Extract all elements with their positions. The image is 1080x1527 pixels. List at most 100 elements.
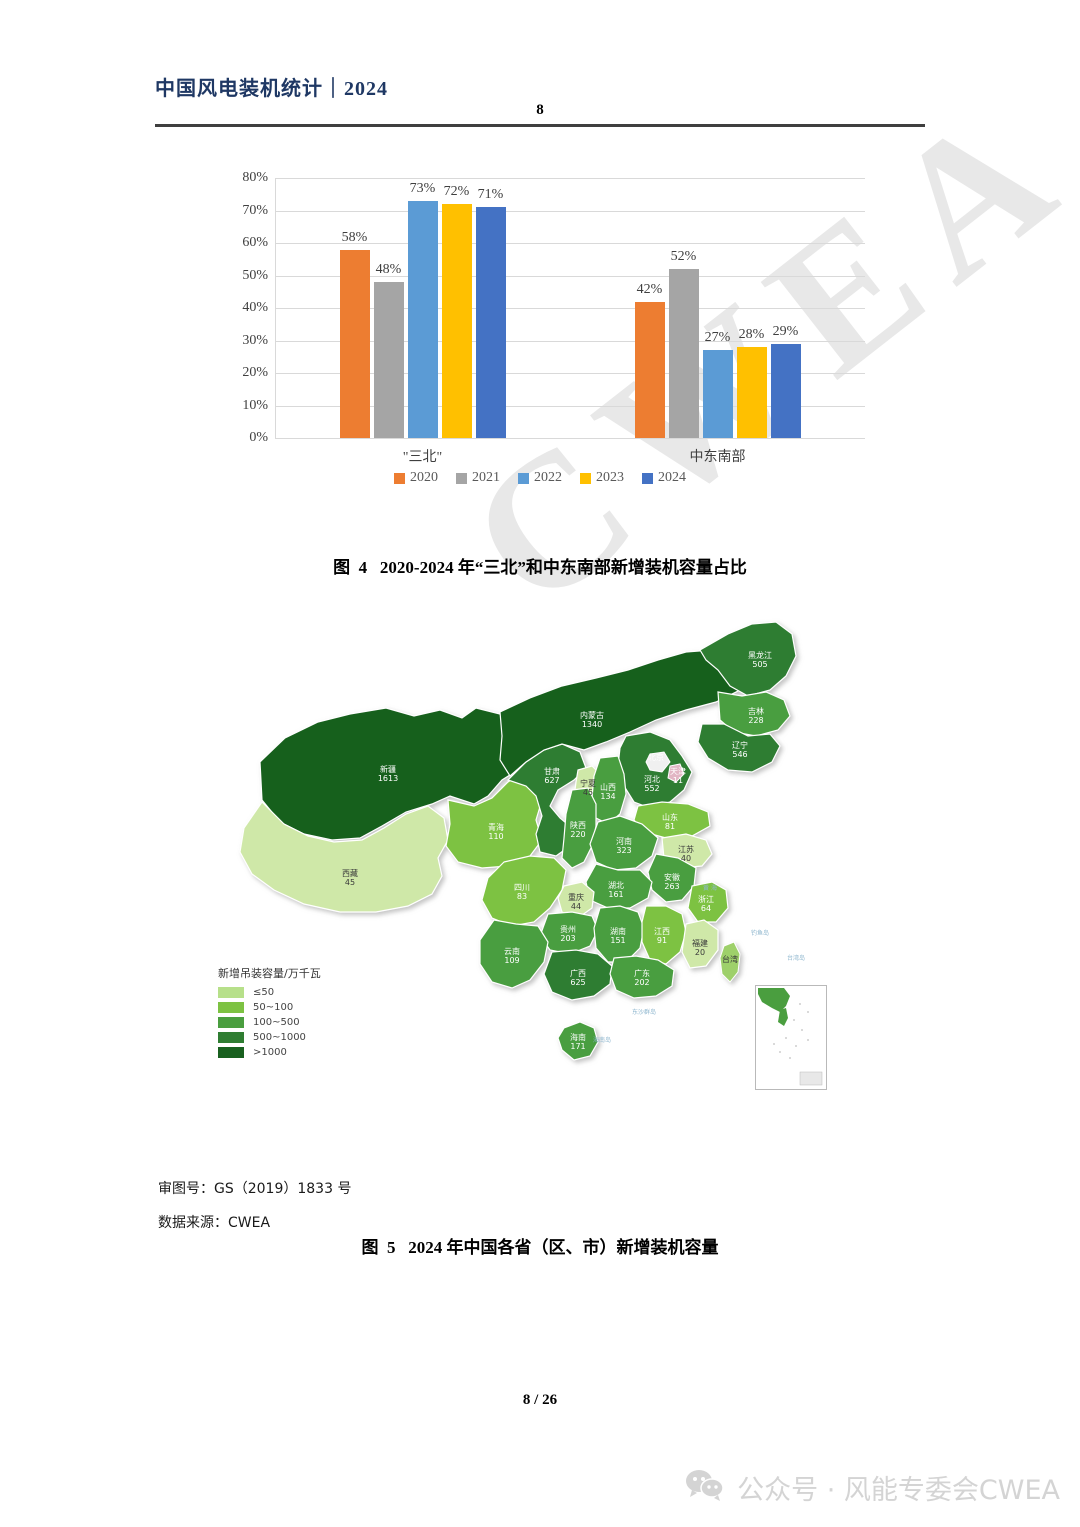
province-value-label: 40 (681, 854, 691, 863)
province-name-label: 湖北 (608, 881, 624, 890)
province-value-label: 202 (634, 978, 649, 987)
chart-bar-value: 27% (704, 330, 731, 346)
province-heilongjiang (699, 621, 797, 697)
header-rule (155, 124, 925, 127)
province-chongqing (557, 881, 595, 919)
figure4-label: 图 (333, 558, 351, 577)
province-yunnan (479, 919, 549, 989)
gridline (275, 243, 865, 244)
chart-legend-item[interactable]: 2023 (580, 470, 624, 486)
chart-bar-value: 42% (636, 281, 663, 297)
province-name-label: 江西 (654, 927, 670, 936)
chart-legend-label: 2023 (596, 470, 624, 485)
chart-bar[interactable]: 72% (441, 184, 472, 438)
wechat-label: 公众号 · 风能专委会CWEA (737, 1475, 1060, 1506)
map-legend-label: 500~1000 (253, 1032, 306, 1043)
province-value-label: 627 (544, 776, 559, 785)
chart-bar[interactable]: 29% (770, 324, 801, 438)
map-legend-title: 新增吊装容量/万千瓦 (218, 967, 321, 980)
chart-legend-label: 2022 (534, 470, 562, 485)
province-name-label: 青海 (488, 822, 504, 832)
figure4-chart: 0% 10% 20% 30% 40% 50% 60% 70% 80% 58% 48% 73% 72% 7… (215, 168, 865, 485)
chart-legend-swatch (580, 472, 591, 484)
gridline (275, 340, 865, 342)
source-notes: 审图号：GS（2019）1833 号 数据来源：CWEA (158, 1178, 351, 1246)
province-hainan (557, 1021, 599, 1061)
figure5-caption: 图 5 2024 年中国各省（区、市）新增装机容量 (0, 1233, 1080, 1258)
province-name-label: 内蒙古 (580, 710, 604, 720)
chart-y-tick: 10% (242, 397, 268, 413)
province-value-label: 134 (600, 792, 615, 801)
chart-bar[interactable]: 52% (668, 249, 699, 438)
gridline (275, 275, 865, 277)
chart-y-tick: 0% (249, 430, 268, 445)
province-hunan (593, 905, 645, 963)
province-name-label: 山东 (662, 812, 678, 822)
chart-y-tick: 50% (242, 267, 268, 283)
chart-legend-item[interactable]: 2021 (456, 470, 500, 486)
chart-legend-label: 2021 (472, 470, 500, 485)
map-legend-item: 500~1000 (218, 1032, 321, 1043)
province-anhui (647, 853, 697, 903)
province-name-label: 云南 (504, 946, 520, 956)
province-value-label: 220 (570, 830, 585, 839)
map-legend-item: ≤50 (218, 987, 321, 998)
province-name-label: 新疆 (380, 764, 396, 774)
province-taiwan (719, 941, 741, 983)
province-zhejiang (687, 881, 729, 923)
wechat-banner: 公众号 · 风能专委会CWEA (685, 1468, 1060, 1507)
chart-bar[interactable]: 42% (634, 282, 665, 438)
province-name-label: 四川 (514, 883, 530, 892)
province-name-label: 江苏 (678, 844, 694, 854)
china-map-svg: 新疆1613内蒙古1340黑龙江505吉林228辽宁546河北552北京天津11… (239, 621, 805, 1061)
figure5-caption-text: 2024 年中国各省（区、市）新增装机容量 (408, 1238, 719, 1257)
chart-legend-item[interactable]: 2020 (394, 470, 438, 486)
province-value-label: 1340 (582, 720, 602, 729)
chart-legend-swatch (394, 472, 405, 484)
map-legend-label: >1000 (253, 1047, 287, 1058)
chart-bar[interactable]: 73% (407, 181, 438, 438)
chart-bar[interactable]: 71% (475, 187, 506, 438)
chart-plot-area: 0% 10% 20% 30% 40% 50% 60% 70% 80% 58% 48% 73% 72% 7… (242, 170, 865, 465)
province-name-label: 北京 (648, 752, 664, 762)
chart-bar-groups: 58% 48% 73% 72% 71% "三北" 42% 52% 27% 28% 29% 中东南部 (275, 178, 865, 465)
figure5-label: 图 (361, 1238, 379, 1257)
province-henan (589, 815, 659, 871)
province-value-label: 45 (345, 878, 355, 887)
province-value-label: 109 (504, 956, 519, 965)
map-legend-label: ≤50 (253, 987, 275, 998)
province-value-label: 20 (695, 948, 705, 957)
header-divider: ｜ (323, 78, 344, 100)
chart-bar-value: 58% (341, 229, 368, 245)
province-value-label: 228 (748, 716, 763, 725)
chart-y-tick: 20% (242, 365, 268, 380)
chart-bar[interactable]: 48% (373, 262, 404, 438)
chart-bar-value: 52% (670, 249, 697, 264)
chart-legend-item[interactable]: 2022 (518, 470, 562, 486)
province-value-label: 625 (570, 978, 585, 987)
chart-bar[interactable]: 58% (339, 230, 370, 438)
province-value-label: 83 (517, 892, 527, 901)
chart-legend-item[interactable]: 2024 (642, 470, 686, 486)
chart-legend-swatch (456, 472, 467, 484)
province-name-label: 广西 (570, 968, 586, 978)
map-province-labels: 新疆1613内蒙古1340黑龙江505吉林228辽宁546河北552北京天津11… (342, 650, 772, 1051)
chart-y-tick: 60% (242, 235, 268, 250)
gridline (275, 405, 865, 407)
province-name-label: 台湾 (722, 954, 738, 964)
province-name-label: 西藏 (342, 868, 358, 878)
page-header: 中国风电装机统计｜2024 8 (155, 72, 925, 118)
chart-bar[interactable]: 27% (702, 330, 733, 438)
chart-bar[interactable]: 28% (736, 327, 767, 438)
province-value-label: 110 (488, 832, 503, 841)
gridline (275, 308, 865, 309)
chart-y-tick: 70% (242, 202, 268, 218)
sea-annotation: 黄 海 (703, 884, 717, 892)
province-liaoning (697, 723, 781, 773)
province-name-label: 河北 (644, 774, 660, 784)
province-name-label: 海南 (570, 1032, 586, 1042)
review-number: 审图号：GS（2019）1833 号 (158, 1181, 352, 1197)
province-value-label: 505 (752, 660, 767, 669)
province-guangdong (609, 955, 675, 999)
